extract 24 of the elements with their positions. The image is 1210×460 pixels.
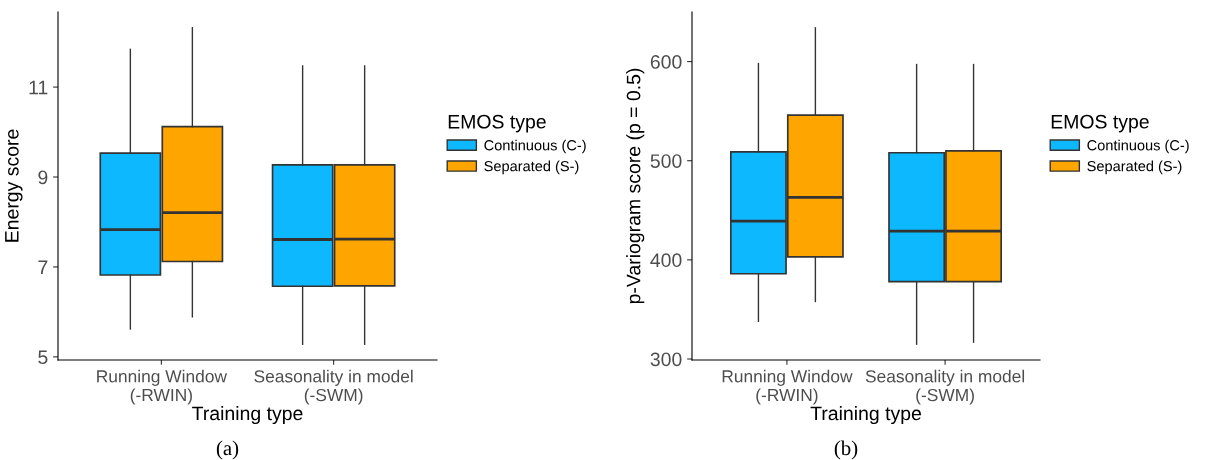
y-axis-title: p-Variogram score (p = 0.5) <box>626 68 645 304</box>
y-tick-label: 9 <box>38 170 48 185</box>
x-axis-title: Training type <box>810 405 921 425</box>
legend-label: Separated (S-) <box>484 160 579 175</box>
legend-label: Separated (S-) <box>1087 160 1182 175</box>
legend-label: Continuous (C-) <box>1087 139 1189 154</box>
x-tick-label: Seasonality in model (-SWM) <box>254 369 413 405</box>
legend-title: EMOS type <box>1051 114 1149 133</box>
y-tick-label: 600 <box>650 55 682 69</box>
legend-title: EMOS type <box>448 114 546 133</box>
y-tick-label: 300 <box>650 352 682 367</box>
y-tick-label: 7 <box>38 260 48 274</box>
y-tick-label: 5 <box>38 350 48 365</box>
y-tick-label: 400 <box>650 253 682 268</box>
y-axis-title: Energy score <box>5 129 23 242</box>
x-tick-label: Running Window (-RWIN) <box>722 369 853 405</box>
y-tick-label: 11 <box>29 80 48 95</box>
text: (a) <box>216 440 239 460</box>
text: (b) <box>834 440 858 460</box>
x-axis-title: Training type <box>192 405 303 425</box>
y-tick-label: 500 <box>650 154 682 168</box>
x-tick-label: Running Window (-RWIN) <box>97 369 228 405</box>
x-tick-label: Seasonality in model (-SWM) <box>865 369 1025 405</box>
legend-label: Continuous (C-) <box>484 139 586 154</box>
